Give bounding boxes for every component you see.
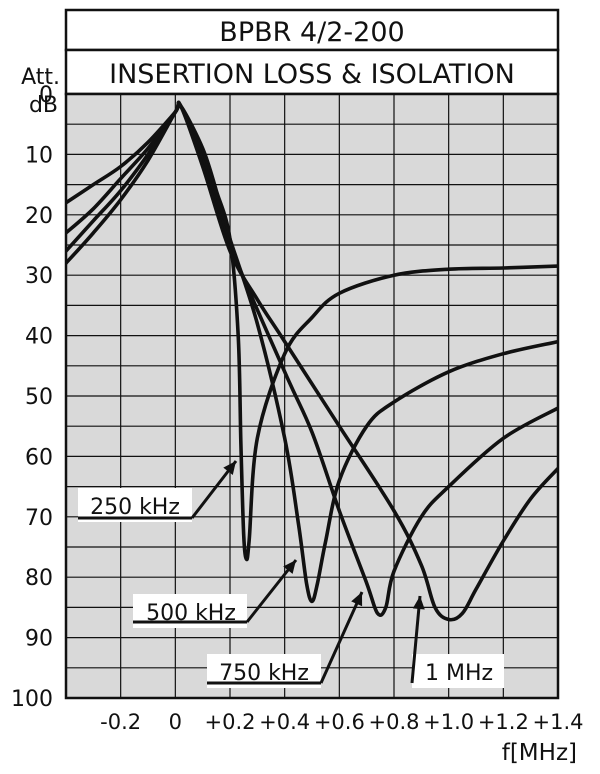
- y-tick-label: 40: [25, 325, 53, 350]
- title-box: [64, 8, 560, 52]
- y-tick-label: 90: [25, 627, 53, 652]
- x-axis-label: f[MHz]: [502, 740, 577, 766]
- annotation-leader: [245, 559, 298, 623]
- curve-1-mhz: [66, 100, 558, 622]
- curves: [66, 100, 558, 622]
- annotation-bg: [78, 488, 192, 522]
- curve-annotations: 250 kHz 500 kHz 750 kHz 1 MHz: [78, 460, 504, 688]
- curve-750-khz: [66, 100, 558, 617]
- x-tick-label: +0.6: [314, 710, 365, 734]
- y-tick-label: 20: [25, 204, 53, 229]
- chart-title: BPBR 4/2-200: [219, 17, 404, 48]
- annotation-label: 1 MHz: [425, 661, 493, 686]
- subtitle-box: [64, 48, 560, 96]
- y-axis-label-line1: Att.: [21, 65, 60, 90]
- y-tick-label: 10: [25, 143, 53, 168]
- annotation-label: 250 kHz: [90, 495, 180, 520]
- x-tick-label: +0.4: [259, 710, 310, 734]
- chart-subtitle: INSERTION LOSS & ISOLATION: [109, 59, 515, 90]
- x-tick-label: +0.2: [205, 710, 256, 734]
- y-tick-label: 0: [39, 83, 53, 108]
- annotation-label: 750 kHz: [219, 661, 309, 686]
- y-axis-label-line2: dB: [29, 93, 58, 118]
- arrowhead: [283, 560, 296, 574]
- x-tick-label: +0.8: [369, 710, 420, 734]
- annotation-500-khz: 500 kHz: [133, 559, 298, 628]
- y-tick-label: 60: [25, 445, 53, 470]
- x-tick-label: +1.4: [533, 710, 584, 734]
- arrowhead: [351, 592, 363, 607]
- annotation-1-mhz: 1 MHz: [410, 595, 504, 688]
- x-tick-label: 0: [169, 710, 182, 734]
- y-tick-label: 100: [11, 687, 53, 712]
- annotation-750-khz: 750 kHz: [207, 591, 364, 688]
- y-tick-label: 30: [25, 264, 53, 289]
- annotation-leader: [319, 591, 364, 684]
- x-tick-label: +1.0: [423, 710, 474, 734]
- annotation-label: 500 kHz: [146, 601, 236, 626]
- x-tick-label: -0.2: [100, 710, 141, 734]
- y-tick-label: 50: [25, 385, 53, 410]
- arrowhead: [223, 461, 236, 475]
- y-tick-label: 80: [25, 566, 53, 591]
- annotation-bg: [412, 654, 504, 688]
- arrowhead: [412, 596, 425, 610]
- x-tick-label: +1.2: [478, 710, 529, 734]
- annotation-leader: [410, 595, 422, 684]
- y-tick-label: 70: [25, 506, 53, 531]
- annotation-250-khz: 250 kHz: [78, 460, 238, 522]
